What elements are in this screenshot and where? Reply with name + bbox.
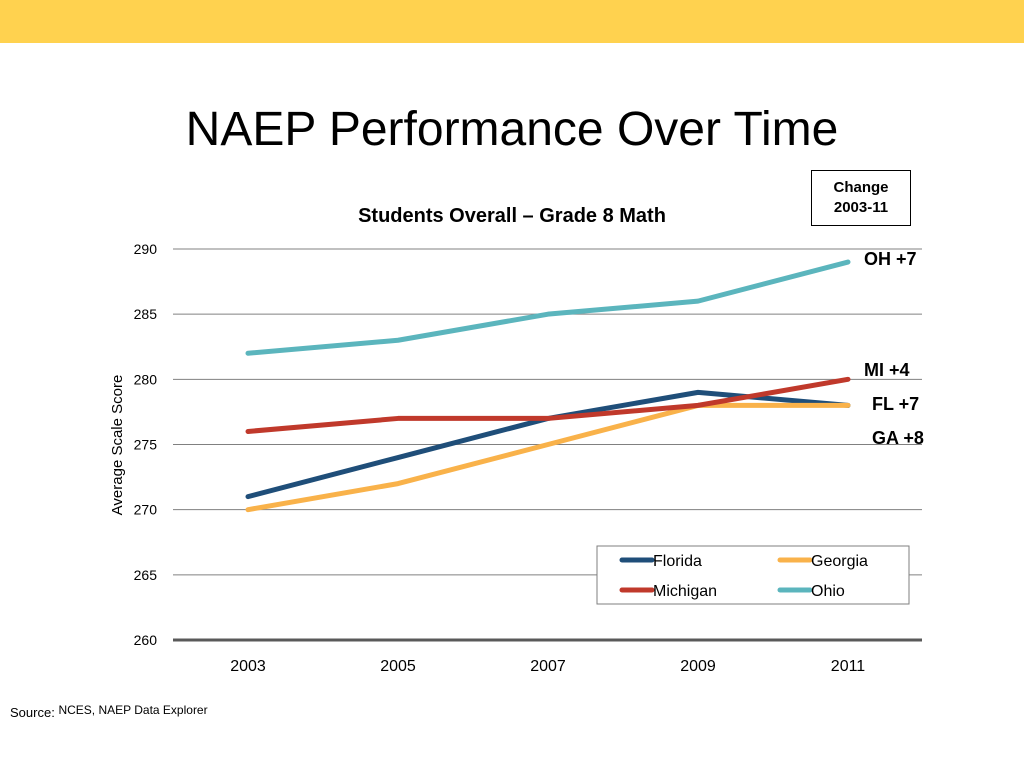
y-axis-label: Average Scale Score: [109, 375, 126, 516]
series-line-michigan: [245, 376, 851, 434]
y-tick-label: 290: [134, 241, 158, 257]
legend: Florida Georgia Michigan Ohio: [596, 545, 910, 605]
legend-label-georgia: Georgia: [811, 553, 868, 570]
change-annotations: FL +7 GA +8 MI +4 OH +7: [864, 249, 924, 448]
change-box-line1: Change: [833, 179, 889, 196]
change-label-florida: FL +7: [872, 394, 919, 414]
change-label-ohio: OH +7: [864, 249, 917, 269]
change-box: Change 2003-11: [811, 170, 911, 226]
x-tick-labels: 2003 2005 2007 2009 2011: [230, 658, 865, 675]
x-tick-label: 2007: [530, 658, 566, 675]
chart-title: Students Overall – Grade 8 Math: [358, 205, 666, 227]
legend-box: [596, 545, 910, 605]
source-label: Source:: [10, 705, 55, 720]
change-label-georgia: GA +8: [872, 428, 924, 448]
change-box-line2: 2003-11: [833, 199, 889, 216]
source-note: Source: NCES, NAEP Data Explorer: [10, 703, 208, 720]
x-tick-label: 2003: [230, 658, 266, 675]
series-line-georgia: [245, 402, 851, 513]
x-tick-label: 2011: [831, 658, 866, 675]
x-tick-label: 2005: [380, 658, 416, 675]
slide-title: NAEP Performance Over Time: [185, 103, 839, 156]
top-accent-bar: [0, 0, 1024, 43]
legend-label-michigan: Michigan: [653, 583, 717, 600]
y-tick-label: 280: [134, 371, 158, 387]
y-tick-labels: 260 265 270 275 280 285 290: [134, 241, 158, 648]
series-lines: [245, 259, 851, 513]
y-tick-label: 285: [134, 306, 158, 322]
legend-label-florida: Florida: [653, 553, 702, 570]
y-tick-label: 260: [134, 632, 158, 648]
source-text: NCES, NAEP Data Explorer: [58, 703, 208, 717]
y-tick-label: 270: [134, 502, 158, 518]
y-tick-label: 275: [134, 437, 158, 453]
x-tick-label: 2009: [680, 658, 716, 675]
y-tick-label: 265: [134, 567, 158, 583]
gridlines: [173, 248, 922, 642]
legend-label-ohio: Ohio: [811, 583, 845, 600]
change-label-michigan: MI +4: [864, 360, 910, 380]
series-line-ohio: [245, 259, 851, 356]
